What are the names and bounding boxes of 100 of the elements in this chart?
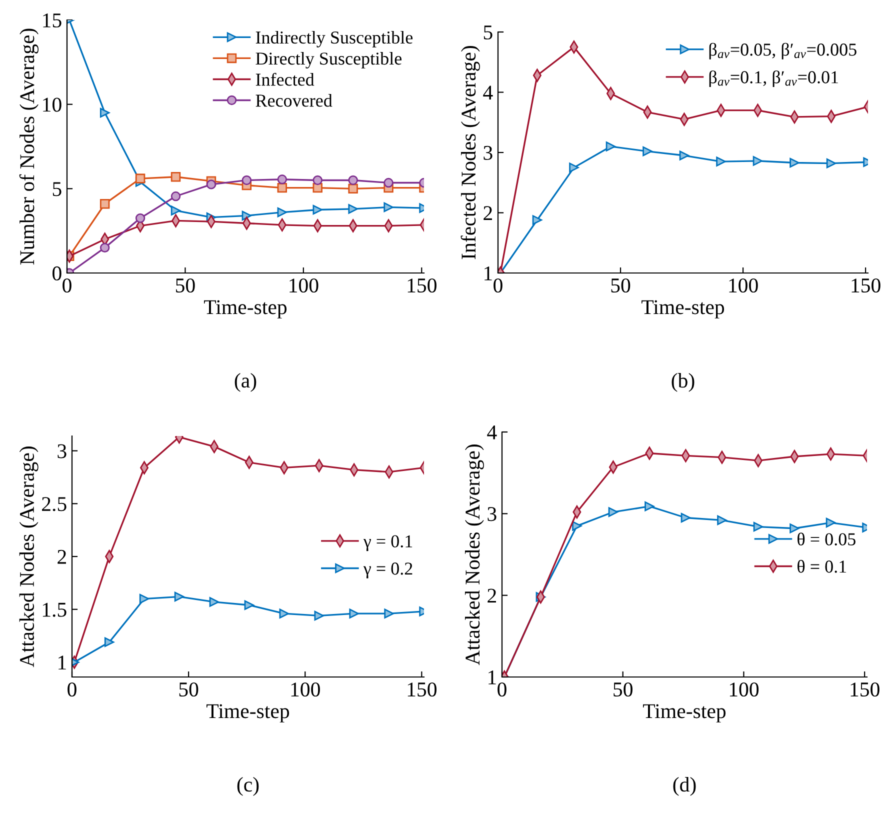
point — [826, 158, 836, 168]
point — [174, 592, 184, 602]
point — [716, 156, 726, 166]
point — [170, 206, 181, 216]
y-tick-label: 1 — [488, 670, 496, 684]
point — [277, 174, 288, 184]
point — [312, 175, 322, 186]
x-tick-label: 50 — [176, 278, 195, 293]
point — [135, 174, 146, 184]
legend-label: θ = 0.05 — [798, 532, 856, 546]
point — [170, 191, 181, 202]
x-tick-label: 0 — [68, 682, 76, 697]
legend-label: γ = 0.2 — [363, 562, 412, 578]
point — [608, 507, 618, 517]
point — [532, 215, 542, 225]
x-tick-label: 150 — [408, 682, 436, 697]
point — [680, 512, 691, 523]
point — [277, 182, 288, 193]
point — [753, 522, 764, 532]
point — [569, 162, 579, 172]
point — [644, 501, 654, 512]
y-tick-label: 2 — [58, 550, 66, 564]
y-tick-label: 3 — [58, 444, 66, 458]
point — [135, 213, 146, 224]
y-tick-label: 2 — [484, 206, 492, 220]
x-tick-label: 150 — [852, 278, 880, 293]
point — [384, 202, 394, 212]
x-tick-label: 100 — [730, 682, 759, 697]
legend-label: Indirectly Susceptible — [256, 30, 413, 48]
point — [312, 182, 322, 193]
point — [384, 608, 394, 618]
y-axis-title: Attacked Nodes (Average) — [19, 446, 38, 668]
point — [348, 204, 358, 214]
y-tick-label: 1 — [58, 656, 66, 670]
point — [384, 178, 394, 188]
y-axis-title: Infected Nodes (Average) — [460, 46, 480, 260]
x-axis-title: Time-step — [642, 300, 724, 318]
point — [170, 172, 181, 182]
point — [717, 515, 727, 526]
legend-label: Directly Susceptible — [256, 52, 402, 68]
legend-label: γ = 0.1 — [363, 535, 412, 552]
point — [279, 608, 289, 618]
y-axis-title: Number of Nodes (Average) — [19, 28, 39, 265]
point — [348, 184, 358, 194]
x-tick-label: 100 — [729, 278, 758, 293]
legend-label: β$_{av}$=0.05, β′$_{av}$=0.005 — [709, 42, 856, 60]
point — [790, 158, 800, 168]
legend-label: Recovered — [256, 94, 332, 107]
y-tick-label: 10 — [43, 98, 62, 112]
point — [312, 204, 322, 215]
x-tick-label: 50 — [611, 278, 630, 293]
point — [139, 594, 150, 604]
y-tick-label: 0 — [52, 266, 62, 280]
text: (c) — [237, 777, 259, 796]
text: (d) — [673, 777, 696, 796]
point — [349, 608, 359, 618]
x-tick-label: 50 — [614, 682, 632, 697]
x-axis-title: Time-step — [643, 704, 726, 722]
point — [244, 600, 254, 610]
legend-label: Infected — [256, 72, 314, 86]
y-tick-label: 4 — [487, 426, 497, 440]
x-tick-label: 150 — [408, 278, 436, 293]
point — [242, 175, 252, 186]
y-tick-label: 4 — [483, 86, 493, 100]
point — [348, 175, 358, 186]
y-tick-label: 5 — [484, 26, 492, 40]
x-tick-label: 100 — [291, 682, 320, 697]
x-axis-title: Time-step — [206, 704, 290, 722]
y-tick-label: 3 — [488, 507, 496, 522]
x-tick-label: 100 — [290, 278, 318, 293]
point — [679, 150, 690, 160]
x-tick-label: 50 — [179, 682, 198, 697]
point — [790, 524, 800, 534]
legend-label: θ = 0.1 — [798, 560, 846, 573]
point — [104, 637, 114, 647]
y-tick-label: 1 — [484, 266, 492, 280]
point — [572, 521, 582, 531]
point — [100, 108, 110, 118]
y-tick-label: 2 — [488, 588, 496, 603]
point — [242, 210, 252, 221]
x-tick-label: 150 — [850, 682, 880, 697]
y-axis-title: Attacked Nodes (Average) — [464, 444, 484, 666]
point — [206, 180, 216, 190]
text: (a) — [234, 373, 256, 392]
point — [606, 142, 616, 152]
point — [752, 156, 763, 166]
point — [277, 207, 288, 218]
y-tick-label: 15 — [43, 13, 62, 28]
y-tick-label: 1.5 — [42, 602, 66, 617]
y-tick-label: 3 — [484, 146, 492, 160]
point — [826, 518, 836, 528]
point — [100, 198, 110, 209]
point — [314, 610, 324, 621]
point — [100, 242, 110, 253]
x-tick-label: 0 — [498, 682, 506, 697]
x-axis-title: Time-step — [204, 300, 287, 318]
y-tick-label: 5 — [52, 182, 62, 196]
point — [642, 146, 652, 156]
point — [209, 597, 220, 607]
legend-label: β$_{av}$=0.1, β′$_{av}$=0.01 — [709, 70, 838, 88]
